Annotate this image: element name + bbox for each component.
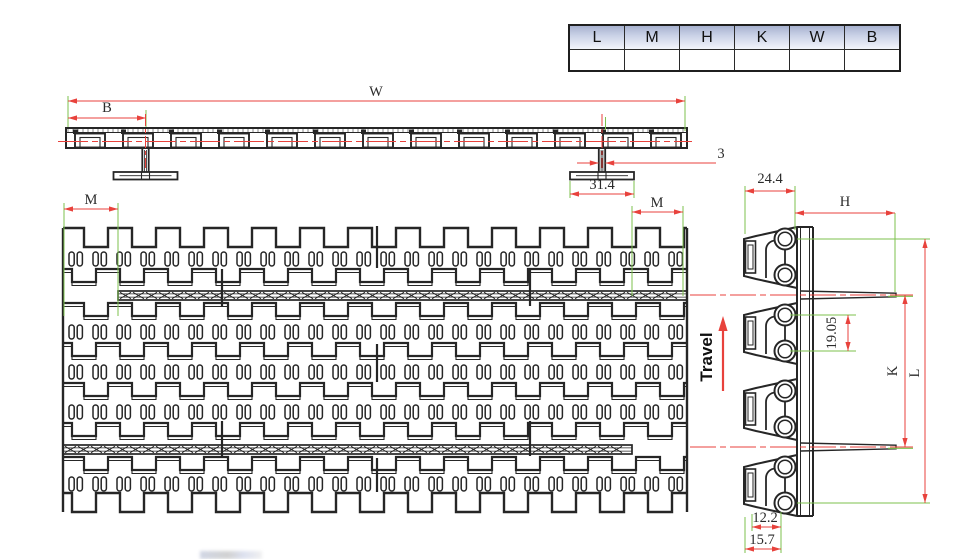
- watermark-remnant: [200, 551, 262, 559]
- parameter-table-value-row: [568, 49, 901, 72]
- dim-label-foot-width: 31.4: [589, 177, 615, 193]
- dim-label-m-left: M: [85, 192, 98, 208]
- parameter-table: L M H K W B: [568, 24, 901, 72]
- dim-label-hinge-pitch: 19.05: [824, 317, 840, 350]
- table-value-K: [734, 49, 790, 72]
- table-header-H: H: [679, 24, 735, 50]
- dim-label-k: K: [885, 365, 901, 376]
- table-header-B: B: [844, 24, 901, 50]
- dim-label-hole-offset: 12.2: [752, 510, 777, 526]
- dim-label-l: L: [907, 369, 923, 378]
- table-header-K: K: [734, 24, 790, 50]
- table-value-H: [679, 49, 735, 72]
- dim-label-w: W: [369, 84, 383, 100]
- table-header-L: L: [568, 24, 625, 50]
- travel-direction-label: Travel: [697, 332, 716, 381]
- table-value-W: [789, 49, 845, 72]
- parameter-table-header-row: L M H K W B: [568, 24, 901, 50]
- dim-label-m-right: M: [651, 195, 664, 211]
- dim-label-b: B: [102, 100, 112, 116]
- table-header-W: W: [789, 24, 845, 50]
- dim-label-edge-offset: 15.7: [749, 532, 774, 548]
- table-value-L: [568, 49, 625, 72]
- drawing-geometry: [58, 96, 930, 553]
- dim-label-h: H: [840, 194, 851, 210]
- table-value-M: [624, 49, 680, 72]
- dim-label-flight-thickness: 3: [717, 146, 724, 162]
- table-value-B: [844, 49, 901, 72]
- dim-label-link-width: 24.4: [757, 171, 783, 187]
